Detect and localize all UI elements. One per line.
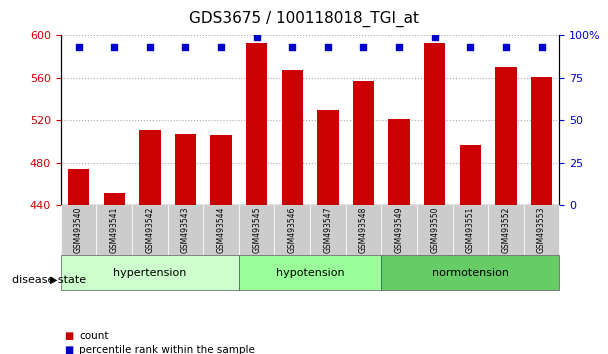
FancyBboxPatch shape [346,205,381,255]
FancyBboxPatch shape [310,205,346,255]
Text: normotension: normotension [432,268,509,278]
Point [181,45,190,50]
Bar [246,43,268,205]
FancyBboxPatch shape [381,255,559,290]
Bar [317,110,339,205]
FancyBboxPatch shape [523,205,559,255]
Text: GSM493551: GSM493551 [466,207,475,253]
Text: percentile rank within the sample: percentile rank within the sample [79,346,255,354]
Text: count: count [79,331,109,341]
Text: GSM493553: GSM493553 [537,207,546,253]
Text: GSM493541: GSM493541 [109,207,119,253]
Point [394,45,404,50]
FancyBboxPatch shape [203,205,239,255]
Bar [68,169,89,205]
Point [359,45,368,50]
Text: GSM493549: GSM493549 [395,207,404,253]
FancyBboxPatch shape [61,255,239,290]
Bar [174,134,196,205]
Text: GSM493550: GSM493550 [430,207,439,253]
Bar [210,135,232,205]
Bar [531,77,552,205]
FancyBboxPatch shape [61,205,97,255]
Point [501,45,511,50]
FancyBboxPatch shape [239,255,381,290]
Text: disease state: disease state [12,275,86,285]
Text: GDS3675 / 100118018_TGI_at: GDS3675 / 100118018_TGI_at [189,11,419,27]
FancyBboxPatch shape [132,205,168,255]
Point [288,45,297,50]
FancyBboxPatch shape [452,205,488,255]
Text: GSM493542: GSM493542 [145,207,154,253]
FancyBboxPatch shape [417,205,452,255]
Point [466,45,475,50]
Text: GSM493540: GSM493540 [74,207,83,253]
FancyBboxPatch shape [239,205,274,255]
Point [430,34,440,40]
FancyBboxPatch shape [381,205,417,255]
Point [323,45,333,50]
Text: GSM493548: GSM493548 [359,207,368,253]
FancyBboxPatch shape [488,205,523,255]
FancyBboxPatch shape [97,205,132,255]
Bar [139,130,161,205]
Bar [496,67,517,205]
Point [74,45,83,50]
Text: ▶: ▶ [50,275,58,285]
Bar [424,43,446,205]
Point [252,34,261,40]
Text: ■: ■ [64,346,73,354]
Bar [460,145,481,205]
Text: GSM493552: GSM493552 [502,207,511,253]
Text: hypotension: hypotension [276,268,344,278]
Bar [282,70,303,205]
FancyBboxPatch shape [168,205,203,255]
Text: ■: ■ [64,331,73,341]
Text: GSM493544: GSM493544 [216,207,226,253]
Point [109,45,119,50]
Bar [389,119,410,205]
Text: GSM493547: GSM493547 [323,207,333,253]
Bar [103,193,125,205]
Text: hypertension: hypertension [113,268,187,278]
Point [537,45,547,50]
Text: GSM493543: GSM493543 [181,207,190,253]
Bar [353,81,374,205]
Text: GSM493546: GSM493546 [288,207,297,253]
FancyBboxPatch shape [274,205,310,255]
Point [216,45,226,50]
Point [145,45,154,50]
Text: GSM493545: GSM493545 [252,207,261,253]
